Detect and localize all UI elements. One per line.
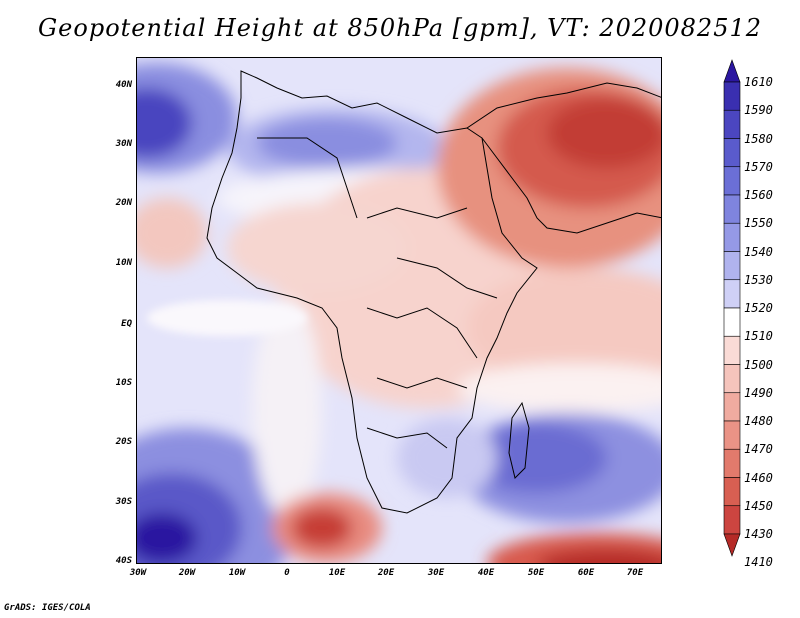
lon-label-60e: 60E — [577, 568, 595, 578]
lat-label-20s: 20S — [115, 437, 132, 447]
colorbar-label: 1500 — [744, 357, 773, 372]
colorbar-top-triangle — [723, 59, 741, 83]
colorbar-swatch — [723, 166, 741, 196]
colorbar-label: 1510 — [744, 329, 773, 344]
colorbar-label: 1520 — [744, 301, 773, 315]
colorbar-swatch — [723, 109, 741, 139]
lat-label-eq: EQ — [121, 319, 132, 329]
colorbar-label: 1460 — [744, 470, 773, 485]
map-plot-area — [136, 57, 662, 564]
colorbar-swatch — [723, 222, 741, 252]
colorbar-swatch — [723, 420, 741, 450]
colorbar-label: 1480 — [744, 414, 773, 428]
lon-label-10e: 10E — [328, 568, 346, 578]
colorbar-label: 1410 — [744, 555, 773, 570]
colorbar — [723, 59, 741, 557]
colorbar-label: 1560 — [744, 188, 773, 202]
colorbar-label: 1530 — [744, 272, 773, 287]
colorbar-swatch — [723, 279, 741, 309]
lon-label-0: 0 — [284, 568, 290, 578]
colorbar-swatch — [723, 477, 741, 507]
lat-label-30s: 30S — [115, 497, 132, 507]
lon-label-20e: 20E — [377, 568, 395, 578]
lat-label-20n: 20N — [115, 198, 132, 208]
lat-label-40n: 40N — [115, 80, 132, 90]
lon-label-40e: 40E — [477, 568, 495, 578]
colorbar-swatch — [723, 448, 741, 478]
lon-label-70e: 70E — [626, 568, 644, 578]
colorbar-swatch — [723, 81, 741, 111]
colorbar-label: 1610 — [744, 75, 773, 89]
colorbar-label: 1490 — [744, 385, 773, 400]
lon-label-30e: 30E — [427, 568, 445, 578]
colorbar-label: 1580 — [744, 131, 773, 146]
colorbar-swatch — [723, 364, 741, 394]
colorbar-swatch — [723, 138, 741, 168]
colorbar-swatch — [723, 505, 741, 535]
colorbar-swatch — [723, 335, 741, 365]
colorbar-swatch — [723, 251, 741, 281]
geopotential-field — [137, 58, 661, 563]
colorbar-label: 1590 — [744, 103, 773, 118]
grads-credit: GrADS: IGES/COLA — [4, 603, 91, 613]
lon-label-30w: 30W — [129, 568, 147, 578]
colorbar-swatch — [723, 307, 741, 337]
lon-label-20w: 20W — [178, 568, 196, 578]
coastlines — [206, 70, 661, 514]
colorbar-swatch — [723, 392, 741, 422]
colorbar-label: 1430 — [744, 527, 773, 541]
colorbar-label: 1540 — [744, 244, 773, 259]
lat-label-40s: 40S — [115, 556, 132, 566]
lat-label-30n: 30N — [115, 139, 132, 149]
lon-label-10w: 10W — [228, 568, 246, 578]
colorbar-label: 1470 — [744, 442, 773, 457]
colorbar-bottom-triangle — [723, 533, 741, 557]
lat-label-10s: 10S — [115, 378, 132, 388]
colorbar-swatch — [723, 194, 741, 224]
colorbar-label: 1550 — [744, 216, 773, 231]
lon-label-50e: 50E — [527, 568, 545, 578]
map-title: Geopotential Height at 850hPa [gpm], VT:… — [38, 14, 762, 42]
colorbar-label: 1450 — [744, 498, 773, 513]
colorbar-label: 1570 — [744, 159, 773, 174]
lat-label-10n: 10N — [115, 258, 132, 268]
